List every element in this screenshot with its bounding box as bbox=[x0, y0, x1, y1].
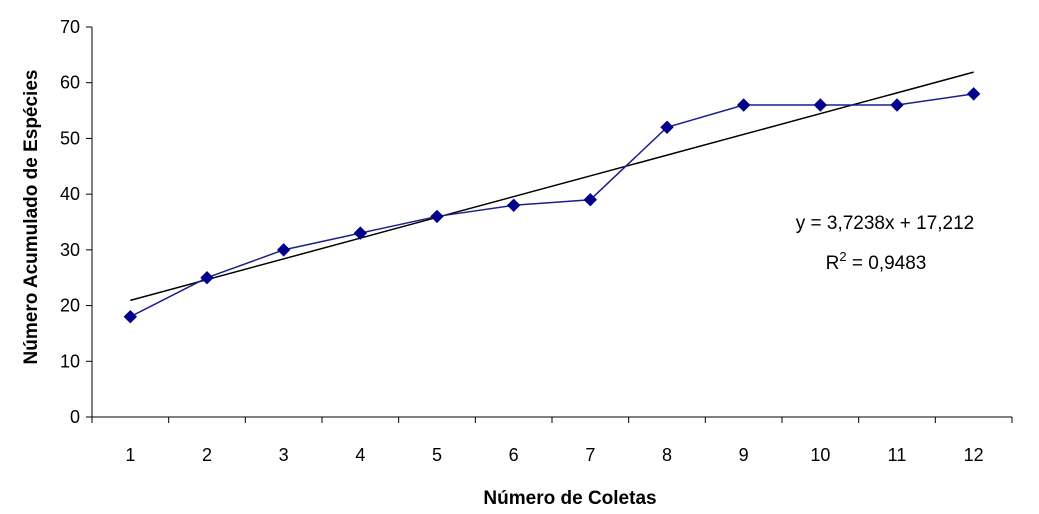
data-point-marker bbox=[583, 193, 598, 207]
data-point-marker bbox=[660, 120, 674, 134]
x-tick-label: 3 bbox=[279, 445, 289, 465]
x-tick-label: 1 bbox=[125, 445, 135, 465]
y-tick-label: 50 bbox=[60, 128, 80, 148]
x-tick-label: 4 bbox=[355, 445, 365, 465]
r-squared-label: R2 = 0,9483 bbox=[826, 249, 927, 274]
x-tick-label: 11 bbox=[888, 445, 907, 465]
x-tick-label: 5 bbox=[432, 445, 442, 465]
data-point-marker bbox=[813, 98, 828, 112]
x-tick-label: 10 bbox=[810, 445, 830, 465]
y-tick-label: 0 bbox=[70, 407, 80, 427]
data-point-marker bbox=[736, 98, 751, 112]
data-point-marker bbox=[430, 209, 444, 224]
y-tick-label: 60 bbox=[60, 73, 80, 93]
data-point-marker bbox=[890, 98, 904, 112]
y-tick-label: 40 bbox=[60, 184, 80, 204]
x-tick-label: 9 bbox=[739, 445, 749, 465]
x-tick-label: 8 bbox=[662, 445, 672, 465]
x-axis-title: Número de Coletas bbox=[483, 488, 656, 509]
trendline bbox=[130, 71, 974, 302]
data-point-marker bbox=[506, 198, 521, 212]
y-tick-label: 70 bbox=[60, 17, 80, 37]
x-tick-label: 2 bbox=[202, 445, 212, 465]
y-tick-label: 30 bbox=[60, 240, 80, 260]
data-point-marker bbox=[276, 243, 291, 257]
x-tick-label: 6 bbox=[509, 445, 519, 465]
x-axis: 1 2 3 4 5 6 7 8 9 10 11 12 bbox=[91, 416, 1013, 465]
data-point-marker bbox=[200, 271, 214, 285]
y-axis-title: Número Acumulado de Espécies bbox=[21, 70, 42, 365]
y-axis: 0 10 20 30 40 50 60 70 bbox=[60, 17, 93, 427]
data-point-marker bbox=[966, 87, 981, 101]
x-tick-label: 12 bbox=[964, 445, 984, 465]
trendline-equation: y = 3,7238x + 17,212 bbox=[796, 213, 975, 234]
series-group bbox=[123, 87, 981, 324]
series-line bbox=[129, 93, 974, 318]
data-point-marker bbox=[123, 310, 138, 324]
y-tick-label: 20 bbox=[60, 296, 80, 316]
y-tick-label: 10 bbox=[60, 351, 80, 371]
x-tick-label: 7 bbox=[585, 445, 595, 465]
trendline-group bbox=[130, 71, 974, 302]
data-point-marker bbox=[353, 226, 368, 240]
